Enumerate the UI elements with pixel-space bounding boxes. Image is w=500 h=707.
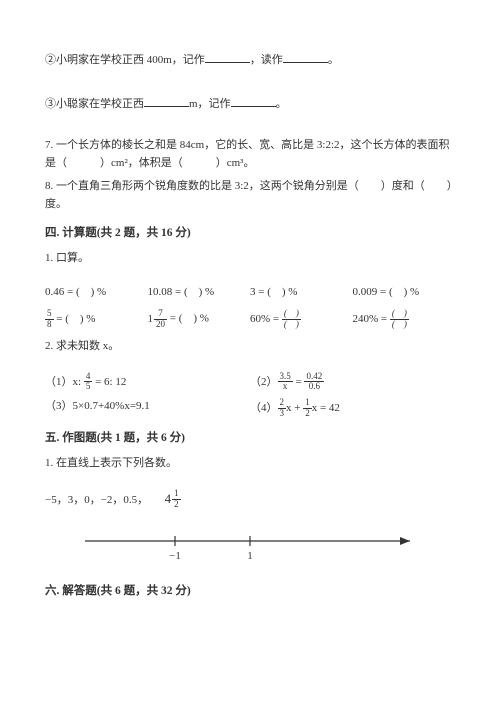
eq-text: x = 42 — [312, 402, 340, 414]
calc-cell: 0.46 = ( ) % — [45, 284, 148, 302]
fraction: 58 — [45, 309, 54, 330]
equation-row: （3）5×0.7+40%x=9.1 （4）23x + 12x = 42 — [45, 398, 455, 419]
sec4-sub1: 1. 口算。 — [45, 250, 455, 268]
question-8: 8. 一个直角三角形两个锐角度数的比是 3:2，这两个锐角分别是（ ）度和（ ）… — [45, 178, 455, 213]
equation-4: （4）23x + 12x = 42 — [250, 398, 455, 419]
calc-row-2: 58 = ( ) % 1720 = ( ) % 60% = ( )( ) 240… — [45, 309, 455, 330]
calc-text: = ( ) % — [54, 313, 96, 325]
blank — [205, 50, 250, 63]
mixed-number: 1720 — [148, 309, 168, 330]
question-2: ②小明家在学校正西 400m，记作 ，读作 。 — [45, 50, 455, 70]
number-list-text: −5，3，0，−2，0.5， — [45, 494, 165, 506]
fraction: ( )( ) — [282, 309, 301, 330]
mixed-number: 412 — [165, 489, 181, 510]
question-3: ③小聪家在学校正西 m，记作 。 — [45, 94, 455, 114]
q2-text-c: 。 — [328, 54, 339, 66]
fraction: 12 — [303, 398, 312, 419]
section-5-title: 五. 作图题(共 1 题，共 6 分) — [45, 429, 455, 447]
section-6-title: 六. 解答题(共 6 题，共 32 分) — [45, 582, 455, 600]
equation-2: （2）3.5x = 0.420.6 — [250, 372, 455, 393]
number-list: −5，3，0，−2，0.5， 412 — [45, 489, 455, 510]
q3-text-a: ③小聪家在学校正西 — [45, 98, 144, 110]
q2-text-a: ②小明家在学校正西 400m，记作 — [45, 54, 205, 66]
fraction: 0.420.6 — [304, 372, 324, 393]
eq-text: = 6: 12 — [92, 375, 126, 387]
eq-text: x + — [286, 402, 303, 414]
calc-cell: 10.08 = ( ) % — [148, 284, 251, 302]
equation-3: （3）5×0.7+40%x=9.1 — [45, 398, 250, 419]
fraction: 3.5x — [278, 372, 293, 393]
blank — [144, 94, 189, 107]
eq-text: （4） — [250, 402, 278, 414]
calc-cell: 60% = ( )( ) — [250, 309, 353, 330]
q2-text-b: ，读作 — [250, 54, 283, 66]
fraction: 23 — [278, 398, 287, 419]
number-line: −1 1 — [80, 526, 420, 566]
blank — [283, 50, 328, 63]
calc-text: 240% = — [353, 313, 390, 325]
calc-row-1: 0.46 = ( ) % 10.08 = ( ) % 3 = ( ) % 0.0… — [45, 284, 455, 302]
blank — [231, 94, 276, 107]
eq-text: （2） — [250, 375, 278, 387]
fraction: ( )( ) — [390, 309, 409, 330]
calc-text: = ( ) % — [167, 313, 209, 325]
calc-cell: 3 = ( ) % — [250, 284, 353, 302]
calc-cell: 0.009 = ( ) % — [353, 284, 456, 302]
calc-cell: 1720 = ( ) % — [148, 309, 251, 330]
q3-text-c: 。 — [276, 98, 287, 110]
svg-text:−1: −1 — [169, 550, 181, 562]
eq-text: （1）x: — [45, 375, 84, 387]
svg-text:1: 1 — [247, 550, 253, 562]
calc-text: 60% = — [250, 313, 282, 325]
question-7: 7. 一个长方体的棱长之和是 84cm，它的长、宽、高比是 3:2:2，这个长方… — [45, 137, 455, 172]
sec5-sub1: 1. 在直线上表示下列各数。 — [45, 455, 455, 473]
eq-text: = — [293, 375, 305, 387]
calc-cell: 240% = ( )( ) — [353, 309, 456, 330]
section-4-title: 四. 计算题(共 2 题，共 16 分) — [45, 224, 455, 242]
calc-cell: 58 = ( ) % — [45, 309, 148, 330]
sec4-sub2: 2. 求未知数 x。 — [45, 338, 455, 356]
equation-1: （1）x: 45 = 6: 12 — [45, 372, 250, 393]
equation-row: （1）x: 45 = 6: 12 （2）3.5x = 0.420.6 — [45, 372, 455, 393]
q3-text-b: m，记作 — [189, 98, 231, 110]
